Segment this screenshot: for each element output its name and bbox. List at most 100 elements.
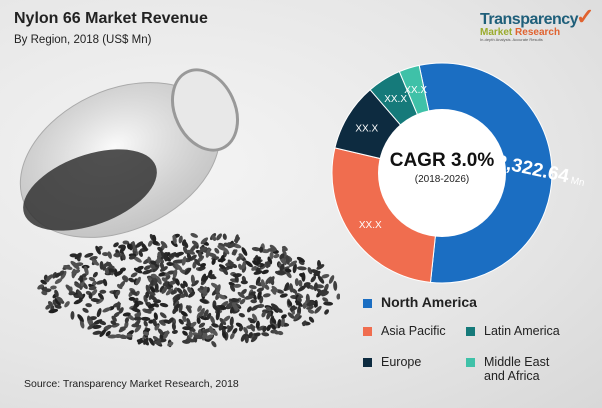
pellet — [163, 252, 168, 262]
pellet — [259, 263, 267, 270]
pellet — [74, 252, 82, 260]
pellet — [271, 321, 279, 329]
pellet — [211, 323, 219, 328]
jar-pellets-photo — [19, 68, 340, 348]
pellet — [222, 331, 227, 339]
pellet — [229, 284, 236, 292]
pellet — [172, 269, 178, 279]
pellet — [180, 310, 188, 317]
pellet — [97, 292, 104, 300]
pellet — [142, 269, 152, 275]
pellet — [232, 328, 238, 335]
pellet — [50, 285, 57, 290]
pellet — [243, 326, 249, 334]
pellet — [170, 240, 178, 248]
pellet — [92, 271, 98, 278]
pellet — [99, 260, 104, 270]
pellet — [251, 304, 260, 311]
pellet — [191, 280, 199, 287]
pellet — [318, 289, 328, 295]
pellet — [105, 330, 111, 337]
pellet — [77, 314, 84, 322]
pellet — [102, 252, 109, 257]
pellet — [64, 301, 70, 308]
pellet — [231, 302, 239, 311]
pellet — [124, 317, 129, 324]
pellet — [209, 325, 214, 334]
pellet — [183, 241, 189, 248]
pellet — [135, 276, 141, 286]
pellet — [158, 272, 166, 277]
legend-label: Latin America — [484, 324, 560, 338]
pellet — [218, 321, 224, 331]
pellet — [96, 308, 102, 318]
pellet — [153, 312, 158, 321]
pellet — [115, 270, 124, 277]
pellet — [245, 260, 253, 268]
pellet — [269, 251, 274, 260]
pellet — [266, 311, 272, 320]
pellet — [284, 268, 292, 273]
pellet — [77, 290, 83, 298]
pellet — [88, 276, 96, 282]
pellet — [200, 237, 209, 245]
pellet — [261, 269, 269, 275]
pellet — [134, 300, 139, 307]
jar — [19, 68, 239, 238]
pellet — [54, 289, 59, 297]
pellet — [281, 314, 287, 319]
pellet — [134, 324, 142, 333]
pellet — [260, 279, 266, 289]
pellet — [172, 259, 183, 264]
checkmark-icon: ✓ — [576, 4, 595, 29]
pellet — [121, 276, 128, 283]
pellet — [186, 317, 191, 327]
pellet — [225, 301, 234, 308]
pellet — [222, 246, 230, 255]
pellet — [128, 296, 136, 301]
pellet — [194, 258, 201, 267]
pellet — [159, 302, 169, 308]
pellet — [270, 303, 280, 310]
pellet — [85, 303, 92, 308]
pellet — [181, 256, 187, 266]
pellet — [279, 253, 285, 260]
pellet — [175, 251, 184, 257]
pellet — [307, 267, 313, 275]
pellet — [296, 266, 307, 271]
pellet — [229, 332, 235, 340]
legend-label: Middle East — [484, 355, 550, 369]
slice-label: XX.X — [359, 220, 382, 231]
slice-label: XX.X — [404, 85, 427, 96]
pellet — [328, 275, 335, 284]
pellet — [270, 323, 277, 330]
pellet — [128, 255, 136, 260]
pellet — [159, 312, 167, 319]
chart-subtitle: By Region, 2018 (US$ Mn) — [14, 34, 152, 46]
pellet — [157, 246, 163, 252]
pellet — [45, 304, 51, 310]
pellet — [68, 291, 75, 296]
pellet — [230, 298, 240, 303]
pellet — [178, 318, 184, 325]
pellet — [197, 305, 202, 312]
legend-swatch — [363, 358, 372, 368]
pellet — [316, 264, 325, 270]
pellet — [317, 275, 325, 284]
pellet — [175, 278, 180, 286]
pellet — [294, 278, 299, 287]
pellet — [271, 285, 279, 293]
pellet — [211, 235, 217, 241]
pellet — [198, 322, 206, 328]
pellet — [216, 233, 223, 241]
legend-label: Europe — [381, 355, 422, 369]
pellet — [113, 311, 120, 318]
pellet — [223, 315, 231, 322]
pellet — [133, 256, 142, 263]
legend-swatch — [466, 358, 475, 368]
pellet — [135, 241, 144, 248]
pellet — [190, 233, 199, 238]
logo-market: Market — [480, 27, 513, 38]
pellet — [56, 296, 64, 302]
